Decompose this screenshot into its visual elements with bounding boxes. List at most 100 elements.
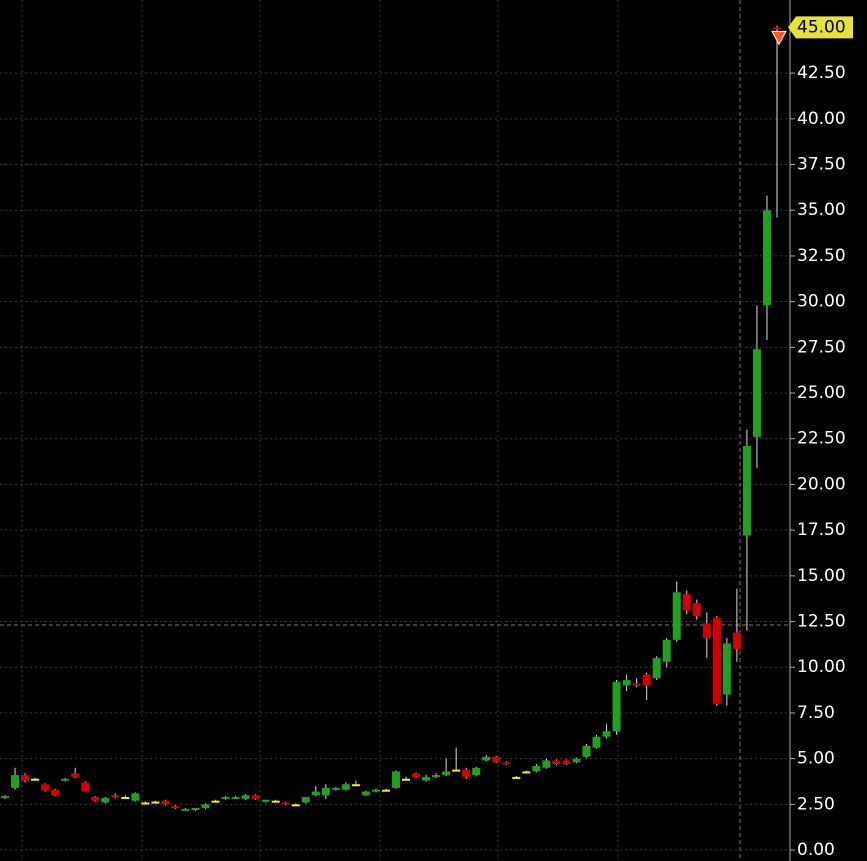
y-tick-label: 25.00: [797, 383, 846, 403]
candle-body: [121, 797, 130, 800]
candle-body: [572, 758, 581, 763]
candle-body: [331, 787, 340, 790]
candle-body: [241, 795, 250, 799]
candle-body: [662, 639, 671, 662]
y-tick-label: 12.50: [797, 612, 846, 632]
candle-body: [412, 773, 421, 777]
y-tick-label: 22.50: [797, 429, 846, 449]
candle-body: [381, 789, 390, 792]
alert-marker: [771, 30, 787, 46]
candle-body: [562, 760, 571, 765]
y-tick-label: 37.50: [797, 155, 846, 175]
candle-body: [141, 802, 150, 805]
candle-body: [522, 771, 531, 774]
y-tick-label: 2.50: [797, 794, 835, 814]
candle-body: [261, 799, 270, 802]
candle-body: [492, 756, 501, 763]
candle-body: [452, 769, 461, 772]
y-tick-label: 32.50: [797, 246, 846, 266]
candle-body: [321, 787, 330, 796]
candle-body: [392, 771, 401, 788]
y-tick-label: 27.50: [797, 337, 846, 357]
candle-body: [732, 632, 741, 649]
candle-body: [221, 797, 230, 800]
candle-body: [161, 800, 170, 805]
y-tick-label: 17.50: [797, 520, 846, 540]
candle-body: [251, 795, 260, 799]
candle-body: [432, 775, 441, 778]
candle-body: [271, 800, 280, 803]
candle-body: [632, 683, 641, 686]
candle-body: [41, 784, 50, 791]
y-tick-label: 7.50: [797, 703, 835, 723]
y-tick-label: 35.00: [797, 200, 846, 220]
y-tick-label: 20.00: [797, 474, 846, 494]
candle-body: [181, 808, 190, 811]
candle-body: [351, 784, 360, 787]
candle-body: [712, 617, 721, 704]
candle-body: [1, 796, 9, 799]
candle-body: [762, 210, 771, 306]
candle-body: [512, 776, 521, 779]
candle-body: [21, 775, 30, 781]
grid: [0, 0, 790, 861]
candle-body: [31, 778, 40, 781]
candle-body: [231, 797, 240, 800]
candle-body: [773, 27, 781, 30]
candle-body: [612, 681, 621, 732]
candle-body: [552, 760, 561, 765]
candle-body: [151, 801, 160, 804]
candle-body: [472, 767, 481, 776]
candle-body: [371, 789, 380, 792]
candle-body: [311, 791, 320, 796]
candle-body: [642, 674, 651, 686]
candle-body: [101, 797, 110, 803]
candle-body: [341, 784, 350, 790]
y-tick-label: 10.00: [797, 657, 846, 677]
y-tick-label: 30.00: [797, 292, 846, 312]
y-tick-label: 5.00: [797, 749, 835, 769]
candle-body: [582, 745, 591, 757]
candle-body: [61, 778, 70, 781]
candle-body: [11, 775, 20, 788]
candle-body: [752, 349, 761, 437]
candle-body: [422, 776, 431, 781]
candle-body: [682, 594, 691, 611]
candle-body: [702, 623, 711, 638]
candle-body: [742, 446, 751, 536]
candle-body: [652, 658, 661, 679]
candle-body: [211, 800, 220, 803]
candle-body: [402, 778, 411, 781]
last-price-label: 45.00: [797, 17, 846, 37]
candle-body: [592, 736, 601, 748]
candle-body: [81, 782, 90, 792]
y-tick-label: 40.00: [797, 109, 846, 129]
y-tick-label: 0.00: [797, 840, 835, 860]
candle-body: [442, 771, 451, 776]
candle-body: [542, 760, 551, 768]
candle-body: [672, 592, 681, 640]
candle-body: [191, 807, 200, 810]
candle-body: [111, 795, 120, 798]
candle-body: [482, 756, 491, 761]
candle-body: [502, 762, 511, 765]
candle-body: [692, 603, 701, 617]
candle-body: [201, 804, 210, 808]
candle-body: [91, 797, 100, 801]
y-tick-label: 15.00: [797, 566, 846, 586]
candle-body: [532, 765, 541, 772]
candle-body: [301, 797, 310, 803]
candle-body: [622, 680, 631, 686]
candle-body: [281, 802, 290, 805]
candle-body: [722, 643, 731, 695]
candle-body: [131, 793, 140, 801]
candle-body: [51, 789, 60, 796]
candle-body: [71, 773, 80, 777]
last-price-box: [788, 16, 853, 39]
candle-body: [462, 769, 471, 777]
candle-body: [171, 806, 180, 809]
candle-body: [291, 804, 300, 807]
candle-body: [361, 791, 370, 796]
